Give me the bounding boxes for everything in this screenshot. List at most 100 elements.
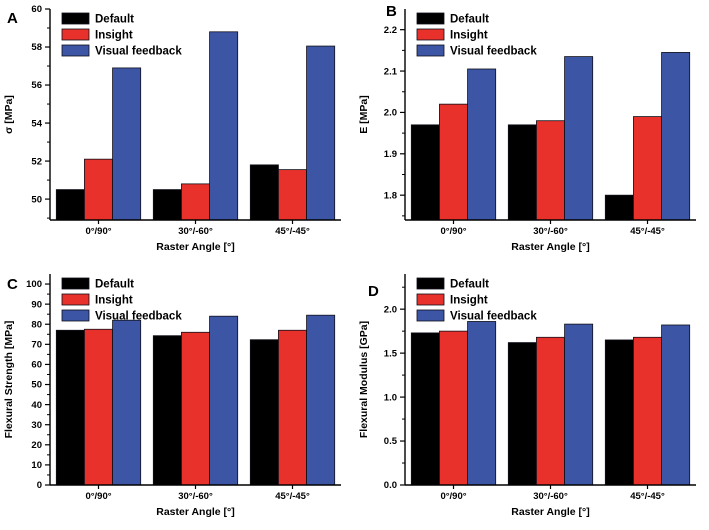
y-tick-label: 2.1 xyxy=(384,66,398,77)
legend-label: Insight xyxy=(450,295,488,307)
bars xyxy=(55,314,336,486)
bar-insight-2 xyxy=(633,116,662,221)
bar-visual_feedback-2 xyxy=(661,324,691,486)
y-tick-label: 70 xyxy=(31,340,42,351)
y-tick-label: 10 xyxy=(31,460,42,471)
panel-letter-d: D xyxy=(368,283,379,300)
axes: 0.0 0.5 1.0 1.5 2.0 0°/90° 30°/-60° 45°/-45° xyxy=(384,274,696,502)
bar-default-2 xyxy=(249,164,279,221)
bar-insight-1 xyxy=(536,120,565,221)
y-tick-label: 90 xyxy=(31,299,42,310)
x-axis-title: Raster Angle [°] xyxy=(156,241,235,253)
axes: 0 10 20 30 40 50 60 70 80 90 100 0°/90° 30°/-60° 45°/… xyxy=(26,274,341,502)
legend-label: Default xyxy=(450,279,489,291)
bar-default-2 xyxy=(604,339,634,486)
bar-default-1 xyxy=(507,124,537,221)
bar-insight-0 xyxy=(84,328,113,486)
bar-insight-0 xyxy=(439,330,468,486)
x-tick-label: 30°/-60° xyxy=(533,226,568,237)
bar-default-2 xyxy=(249,339,279,486)
panel-letter-b: B xyxy=(386,3,397,20)
axes: 50 52 54 56 58 60 0°/90° 30°/-60° 45°/-45° xyxy=(31,4,341,237)
y-axis-title: E [MPa] xyxy=(358,95,370,134)
legend-swatch-visual_feedback xyxy=(416,44,445,57)
panel-d: D 0.0 0.5 1.0 1.5 2.0 0°/90° 30°/-60° 45°/-45° R… xyxy=(355,265,709,530)
bar-insight-2 xyxy=(278,329,307,486)
legend-label: Visual feedback xyxy=(450,46,537,58)
plot-area: 0 10 20 30 40 50 60 70 80 90 100 0°/90° 30°/-60° 45°/… xyxy=(3,274,341,518)
legend: Default Insight Visual feedback xyxy=(61,277,182,323)
x-axis-title: Raster Angle [°] xyxy=(511,506,590,518)
panel-letter-c: C xyxy=(7,276,18,293)
y-tick-label: 100 xyxy=(26,279,42,290)
y-tick-label: 50 xyxy=(31,380,42,391)
x-tick-label: 45°/-45° xyxy=(275,491,310,502)
legend-label: Default xyxy=(95,14,134,26)
x-tick-label: 0°/90° xyxy=(440,226,466,237)
chart-flexural-modulus: 0.0 0.5 1.0 1.5 2.0 0°/90° 30°/-60° 45°/-45° Ras… xyxy=(358,274,696,518)
y-tick-label: 1.8 xyxy=(384,190,397,201)
legend-swatch-visual_feedback xyxy=(416,309,445,322)
y-tick-label: 58 xyxy=(31,42,42,53)
legend-swatch-default xyxy=(61,12,90,25)
legend-swatch-insight xyxy=(61,293,90,306)
legend-swatch-default xyxy=(416,12,445,25)
legend-swatch-visual_feedback xyxy=(61,44,90,57)
bars xyxy=(55,31,336,221)
legend: Default Insight Visual feedback xyxy=(61,12,182,58)
y-tick-label: 0 xyxy=(37,480,42,491)
bar-default-1 xyxy=(507,342,537,486)
legend-label: Visual feedback xyxy=(450,311,537,323)
y-tick-label: 60 xyxy=(31,4,42,15)
legend-label: Default xyxy=(95,279,134,291)
x-tick-label: 30°/-60° xyxy=(178,491,213,502)
panel-c: C 0 10 20 30 40 50 60 70 80 90 100 0°/90° 30°/-60° 45… xyxy=(0,265,354,530)
bar-visual_feedback-1 xyxy=(564,56,594,221)
y-tick-label: 30 xyxy=(31,420,42,431)
bar-default-0 xyxy=(55,189,85,221)
bar-visual_feedback-1 xyxy=(209,315,239,486)
y-tick-label: 2.0 xyxy=(384,108,397,119)
y-axis-title: Flexural Modulus [GPa] xyxy=(358,321,370,438)
legend-label: Insight xyxy=(95,30,133,42)
x-tick-label: 0°/90° xyxy=(85,226,111,237)
bar-default-0 xyxy=(410,124,440,221)
plot-area: 50 52 54 56 58 60 0°/90° 30°/-60° 45°/-45° Raster… xyxy=(3,4,341,253)
legend-swatch-default xyxy=(416,277,445,290)
x-tick-label: 45°/-45° xyxy=(630,226,665,237)
y-tick-label: 50 xyxy=(31,194,42,205)
bar-insight-1 xyxy=(536,336,565,486)
legend: Default Insight Visual feedback xyxy=(416,277,537,323)
chart-flexural-strength: 0 10 20 30 40 50 60 70 80 90 100 0°/90° 30°/-60° 45°/… xyxy=(3,274,341,518)
legend-swatch-visual_feedback xyxy=(61,309,90,322)
axes: 1.8 1.9 2.0 2.1 2.2 0°/90° 30°/-60° 45°/-45° xyxy=(384,9,696,237)
y-tick-label: 40 xyxy=(31,400,42,411)
legend: Default Insight Visual feedback xyxy=(416,12,537,58)
bar-insight-0 xyxy=(84,158,113,221)
bar-visual_feedback-2 xyxy=(661,52,691,221)
bar-visual_feedback-2 xyxy=(306,45,336,221)
bars xyxy=(410,321,691,486)
plot-area: 0.0 0.5 1.0 1.5 2.0 0°/90° 30°/-60° 45°/-45° Ras… xyxy=(358,274,696,518)
x-tick-label: 30°/-60° xyxy=(533,491,568,502)
legend-label: Default xyxy=(450,14,489,26)
bar-visual_feedback-0 xyxy=(467,68,497,221)
bar-visual_feedback-1 xyxy=(209,31,239,221)
x-tick-label: 45°/-45° xyxy=(275,226,310,237)
bar-visual_feedback-0 xyxy=(467,321,497,486)
bar-insight-0 xyxy=(439,103,468,221)
panel-b: B 1.8 1.9 2.0 2.1 2.2 0°/90° 30°/-60° 45°/-45° R… xyxy=(355,0,709,265)
bar-default-0 xyxy=(55,329,85,486)
bar-default-1 xyxy=(152,335,182,486)
bar-visual_feedback-0 xyxy=(112,319,142,486)
bar-default-1 xyxy=(152,189,182,221)
x-tick-label: 0°/90° xyxy=(440,491,466,502)
legend-label: Visual feedback xyxy=(95,311,182,323)
bar-visual_feedback-0 xyxy=(112,67,142,221)
legend-label: Insight xyxy=(95,295,133,307)
y-tick-label: 0.5 xyxy=(384,436,398,447)
y-axis-title: σ [MPa] xyxy=(3,95,15,134)
bar-default-0 xyxy=(410,332,440,486)
y-tick-label: 52 xyxy=(31,156,42,167)
